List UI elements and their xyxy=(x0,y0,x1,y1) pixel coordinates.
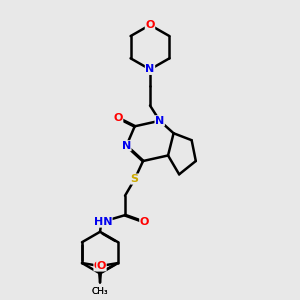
Text: N: N xyxy=(155,116,164,126)
Text: O: O xyxy=(145,20,155,30)
Text: S: S xyxy=(131,174,139,184)
Text: HN: HN xyxy=(94,217,112,227)
Text: CH₃: CH₃ xyxy=(92,286,108,296)
Text: O: O xyxy=(97,261,106,271)
Text: O: O xyxy=(94,261,103,271)
Text: N: N xyxy=(146,64,154,74)
Text: CH₃: CH₃ xyxy=(92,286,108,296)
Text: O: O xyxy=(113,113,123,123)
Text: N: N xyxy=(122,141,131,151)
Text: O: O xyxy=(140,217,149,227)
